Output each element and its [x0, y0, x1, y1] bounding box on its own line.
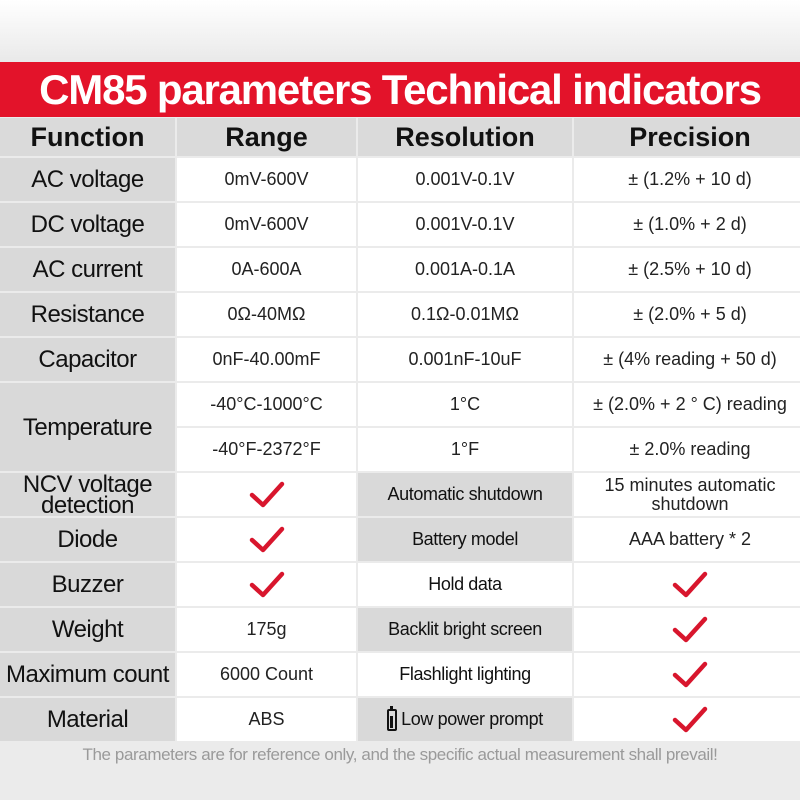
checkmark-icon — [672, 616, 708, 642]
precision-ac-voltage: ± (1.2% + 10 d) — [574, 158, 800, 201]
function-ncv: NCV voltage detection — [0, 473, 175, 516]
feature-backlit: Backlit bright screen — [358, 608, 572, 651]
precision-temperature-fahrenheit: ± 2.0% reading — [574, 428, 800, 471]
resolution-temperature-celsius: 1°C — [358, 383, 572, 426]
checkmark-icon — [672, 571, 708, 597]
resolution-temperature-fahrenheit: 1°F — [358, 428, 572, 471]
range-ac-voltage: 0mV-600V — [177, 158, 356, 201]
header-resolution: Resolution — [358, 118, 572, 156]
spec-table: Function Range Resolution Precision AC v… — [0, 118, 800, 785]
top-strip — [0, 0, 800, 62]
function-max-count: Maximum count — [0, 653, 175, 696]
feature-hold-data: Hold data — [358, 563, 572, 606]
max-count-value: 6000 Count — [177, 653, 356, 696]
ncv-label-line1: NCV voltage — [22, 473, 153, 498]
ncv-label-line2: detection — [41, 491, 134, 516]
precision-capacitor: ± (4% reading + 50 d) — [574, 338, 800, 381]
header-range: Range — [177, 118, 356, 156]
low-power-value — [574, 698, 800, 741]
range-temperature-celsius: -40°C-1000°C — [177, 383, 356, 426]
buzzer-value — [177, 563, 356, 606]
hold-data-value — [574, 563, 800, 606]
backlit-value — [574, 608, 800, 651]
function-buzzer: Buzzer — [0, 563, 175, 606]
material-value: ABS — [177, 698, 356, 741]
disclaimer-footer: The parameters are for reference only, a… — [82, 745, 718, 764]
checkmark-icon — [249, 481, 284, 507]
auto-shutdown-value: 15 minutes automatic shutdown — [574, 473, 800, 516]
battery-icon — [387, 705, 398, 731]
range-temperature-fahrenheit: -40°F-2372°F — [177, 428, 356, 471]
resolution-ac-current: 0.001A-0.1A — [358, 248, 572, 291]
ncv-value — [177, 473, 356, 516]
checkmark-icon — [249, 526, 284, 552]
header-precision: Precision — [574, 118, 800, 156]
precision-dc-voltage: ± (1.0% + 2 d) — [574, 203, 800, 246]
resolution-dc-voltage: 0.001V-0.1V — [358, 203, 572, 246]
function-material: Material — [0, 698, 175, 741]
checkmark-icon — [249, 571, 284, 597]
range-dc-voltage: 0mV-600V — [177, 203, 356, 246]
precision-resistance: ± (2.0% + 5 d) — [574, 293, 800, 336]
precision-ac-current: ± (2.5% + 10 d) — [574, 248, 800, 291]
diode-value — [177, 518, 356, 561]
page-title: CM85 parameters Technical indicators — [0, 62, 800, 117]
flashlight-value — [574, 653, 800, 696]
auto-shutdown-line1: 15 minutes automatic — [604, 474, 776, 495]
low-power-label: Low power prompt — [401, 709, 543, 729]
feature-flashlight: Flashlight lighting — [358, 653, 572, 696]
range-resistance: 0Ω-40MΩ — [177, 293, 356, 336]
feature-battery-model: Battery model — [358, 518, 572, 561]
function-weight: Weight — [0, 608, 175, 651]
precision-temperature-celsius: ± (2.0% + 2 ° C) reading — [574, 383, 800, 426]
function-ac-current: AC current — [0, 248, 175, 291]
battery-model-value: AAA battery * 2 — [574, 518, 800, 561]
resolution-capacitor: 0.001nF-10uF — [358, 338, 572, 381]
checkmark-icon — [672, 706, 708, 732]
function-diode: Diode — [0, 518, 175, 561]
auto-shutdown-line2: shutdown — [651, 493, 729, 514]
resolution-resistance: 0.1Ω-0.01MΩ — [358, 293, 572, 336]
feature-auto-shutdown: Automatic shutdown — [358, 473, 572, 516]
range-ac-current: 0A-600A — [177, 248, 356, 291]
function-temperature: Temperature — [0, 383, 175, 471]
function-ac-voltage: AC voltage — [0, 158, 175, 201]
weight-value: 175g — [177, 608, 356, 651]
range-capacitor: 0nF-40.00mF — [177, 338, 356, 381]
function-dc-voltage: DC voltage — [0, 203, 175, 246]
checkmark-icon — [672, 661, 708, 687]
header-function: Function — [0, 118, 175, 156]
function-resistance: Resistance — [0, 293, 175, 336]
resolution-ac-voltage: 0.001V-0.1V — [358, 158, 572, 201]
feature-low-power: Low power prompt — [358, 698, 572, 741]
function-capacitor: Capacitor — [0, 338, 175, 381]
